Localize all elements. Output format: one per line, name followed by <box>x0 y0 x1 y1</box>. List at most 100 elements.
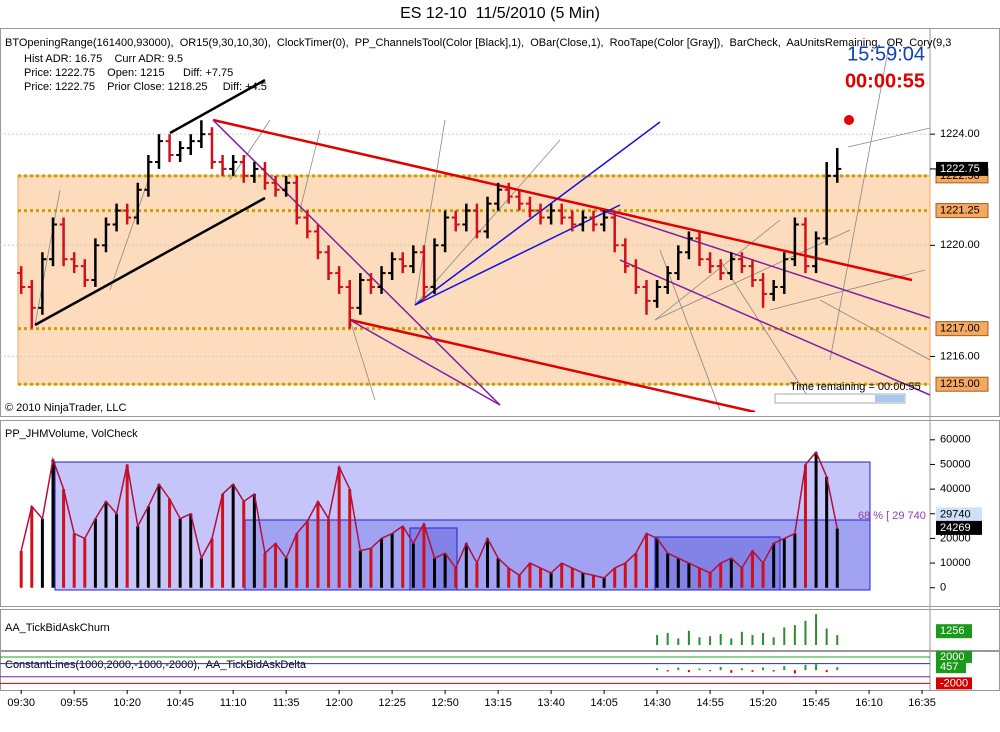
delta-bar <box>666 670 669 672</box>
volume-bar <box>560 563 564 588</box>
y-tick-label: 1216.00 <box>940 350 980 362</box>
volume-bar <box>507 568 511 588</box>
marker-label: 457 <box>940 661 958 673</box>
volume-bar <box>390 533 394 588</box>
delta-bar <box>772 670 775 672</box>
x-tick-label: 12:50 <box>431 697 459 709</box>
volume-bar <box>221 494 225 588</box>
volume-bar <box>697 568 701 588</box>
volume-bar <box>740 568 744 588</box>
volume-bar <box>549 572 553 588</box>
x-tick-label: 12:00 <box>325 697 353 709</box>
volume-bar <box>305 521 309 588</box>
volume-bar <box>517 575 521 588</box>
volume-bar <box>274 543 278 588</box>
volume-bar <box>772 543 776 588</box>
delta-bar <box>730 670 733 673</box>
volume-bar <box>581 572 585 588</box>
volume-bar <box>613 568 617 588</box>
volume-bar <box>93 518 97 588</box>
last-price-label: 1222.75 <box>940 163 980 175</box>
volume-bar <box>634 553 638 588</box>
countdown: 00:00:55 <box>845 70 925 92</box>
volume-bar <box>814 452 818 588</box>
volume-bar <box>157 484 161 588</box>
x-tick-label: 12:25 <box>378 697 406 709</box>
volume-bar <box>570 568 574 588</box>
churn-bar <box>709 636 712 645</box>
volume-bar <box>623 563 627 588</box>
delta-bar <box>677 667 680 671</box>
delta-bar <box>815 664 818 671</box>
delta-bar <box>687 670 690 673</box>
marker-box <box>936 507 982 522</box>
level-box <box>935 376 989 392</box>
marker-box <box>936 661 966 674</box>
y-tick-label: 1220.00 <box>940 239 980 251</box>
panel-title: AA_TickBidAskChurn <box>5 622 110 634</box>
level-box <box>935 203 989 219</box>
range-band <box>17 175 931 385</box>
volume-bar <box>358 550 362 588</box>
level-label: 1215.00 <box>940 378 980 390</box>
volume-bar <box>252 494 256 588</box>
volume-bar <box>750 550 754 588</box>
volume-bar <box>348 489 352 588</box>
churn-bar <box>677 638 680 645</box>
churn-bar <box>740 631 743 645</box>
volume-bar <box>380 538 384 588</box>
volume-bar <box>708 572 712 588</box>
delta-bar <box>762 667 765 671</box>
volume-bar <box>433 558 437 588</box>
volume-bar <box>72 533 76 588</box>
x-tick-label: 15:45 <box>802 697 830 709</box>
marker-box <box>936 624 972 639</box>
x-tick-label: 14:30 <box>643 697 671 709</box>
x-tick-label: 15:20 <box>749 697 777 709</box>
churn-bar <box>719 634 722 645</box>
marker-label: 1256 <box>940 625 964 637</box>
x-tick-label: 10:45 <box>166 697 194 709</box>
x-tick-label: 14:55 <box>696 697 724 709</box>
churn-bar <box>666 632 669 645</box>
delta-bar <box>709 670 712 672</box>
volume-bar <box>475 563 479 588</box>
volume-bar <box>443 553 447 588</box>
y-tick-label: 50000 <box>940 458 971 470</box>
info-line: Hist ADR: 16.75 Curr ADR: 9.5 <box>24 53 183 65</box>
delta-bar <box>719 666 722 671</box>
x-tick-label: 10:20 <box>113 697 141 709</box>
level-label: 1217.00 <box>940 323 980 335</box>
volume-bar <box>284 558 288 588</box>
volume-bar <box>655 538 659 588</box>
volume-bar <box>528 563 532 588</box>
volume-bar <box>51 459 55 588</box>
level-label: 1221.25 <box>940 204 980 216</box>
volume-bar <box>242 501 246 588</box>
volume-bar <box>666 553 670 588</box>
churn-bar <box>836 635 839 645</box>
churn-bar <box>762 632 765 645</box>
timer-bar <box>774 393 906 404</box>
volume-bar <box>104 501 108 588</box>
volume-bar <box>369 548 373 588</box>
y-tick-label: -2000 <box>940 677 968 689</box>
volume-bar <box>327 518 331 588</box>
churn-bar <box>804 620 807 645</box>
volume-bar <box>825 476 829 588</box>
delta-bar <box>836 667 839 671</box>
volume-bar <box>199 558 203 588</box>
volume-bar <box>761 563 765 588</box>
x-tick-label: 09:30 <box>7 697 35 709</box>
delta-bar <box>751 670 754 672</box>
volume-bar <box>125 464 129 588</box>
volume-bar <box>687 563 691 588</box>
volume-bar <box>316 501 320 588</box>
volume-bar <box>337 466 341 588</box>
tick-box <box>936 650 972 663</box>
y-tick-label: 10000 <box>940 557 971 569</box>
churn-bar <box>783 627 786 645</box>
volume-bar <box>411 543 415 588</box>
volume-bar <box>496 558 500 588</box>
